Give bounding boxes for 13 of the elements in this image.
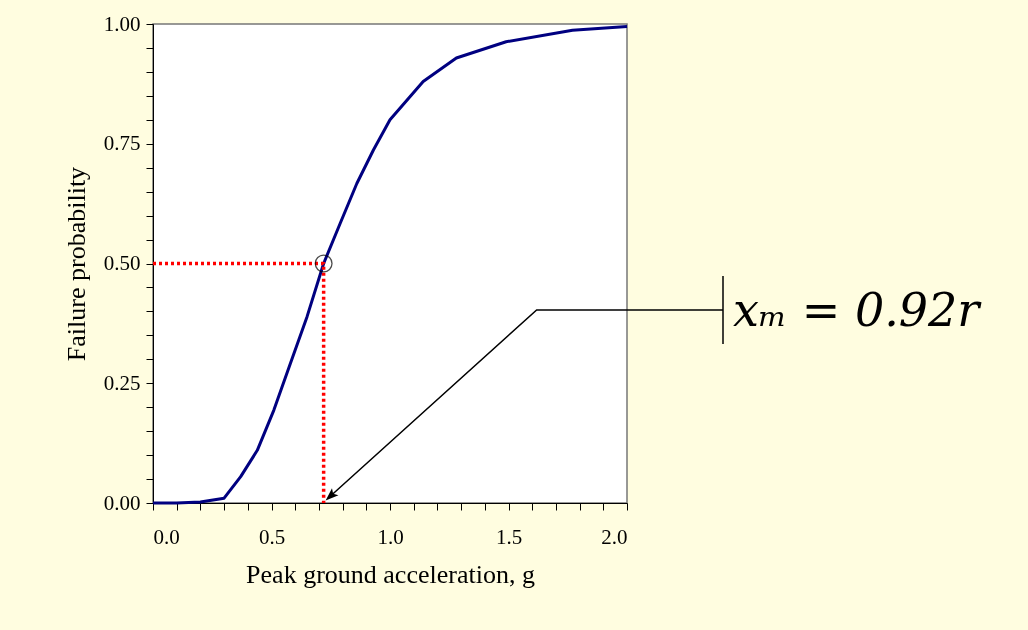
x-tick-label: 0.0 bbox=[153, 524, 180, 549]
x-tick-label: 1.5 bbox=[495, 524, 523, 549]
y-tick-label: 0.25 bbox=[103, 370, 141, 395]
text: xₘ = 0.92r bbox=[733, 283, 983, 337]
x-tick-label: 0.5 bbox=[258, 524, 286, 549]
x-axis-title: Peak ground acceleration, g bbox=[246, 559, 535, 589]
y-axis-title: Failure probability bbox=[61, 166, 91, 362]
y-tick-label: 0.00 bbox=[103, 490, 141, 515]
x-tick-label: 1.0 bbox=[377, 524, 404, 549]
y-tick-label: 1.00 bbox=[103, 11, 141, 36]
y-tick-label: 0.75 bbox=[103, 131, 141, 156]
y-tick-label: 0.50 bbox=[103, 251, 141, 275]
x-tick-label: 2.0 bbox=[601, 524, 628, 549]
